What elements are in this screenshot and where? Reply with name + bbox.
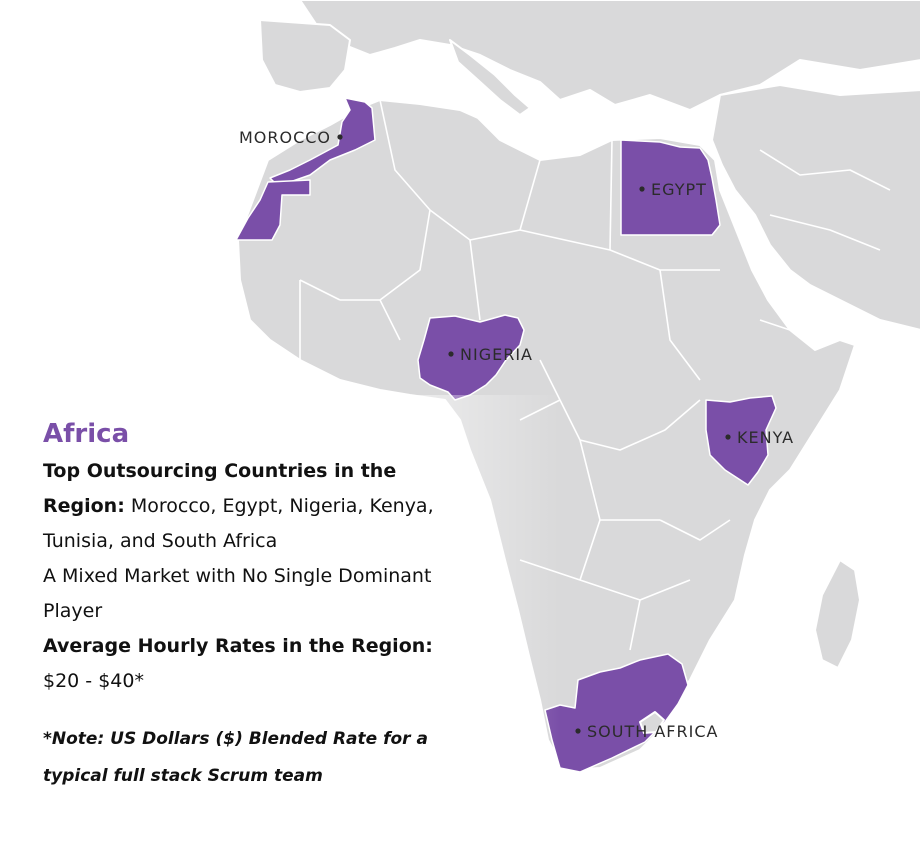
label-text-morocco: MOROCCO — [239, 128, 331, 147]
middle-east-landmass — [711, 84, 921, 331]
arabia-border — [759, 149, 891, 251]
marker-dot-kenya — [725, 434, 731, 440]
lesotho-shape — [639, 711, 665, 734]
region-title: Africa — [43, 419, 130, 449]
nigeria-shape — [417, 314, 525, 401]
label-text-south-africa: SOUTH AFRICA — [587, 722, 718, 741]
top-countries-label: Top Outsourcing Countries in the Region: — [43, 460, 397, 517]
iberia-landmass — [259, 19, 351, 93]
region-info-panel: Africa Top Outsourcing Countries in the … — [43, 414, 483, 795]
marker-dot-nigeria — [448, 351, 454, 357]
label-egypt: EGYPT — [639, 180, 707, 199]
rate-note: *Note: US Dollars ($) Blended Rate for a… — [43, 729, 428, 786]
europe-landmass — [299, 0, 921, 111]
south-africa-shape — [544, 653, 689, 773]
marker-dot-egypt — [639, 186, 645, 192]
label-south-africa: SOUTH AFRICA — [575, 722, 718, 741]
label-morocco: MOROCCO — [239, 128, 343, 147]
rates-value: $20 - $40* — [43, 670, 144, 692]
label-text-nigeria: NIGERIA — [460, 345, 533, 364]
label-text-kenya: KENYA — [737, 428, 794, 447]
marker-dot-morocco — [337, 134, 343, 140]
western-sahara-shape — [235, 179, 311, 241]
madagascar-landmass — [814, 559, 861, 669]
italy-landmass — [449, 39, 531, 116]
kenya-shape — [705, 395, 777, 486]
egypt-shape — [620, 139, 721, 236]
label-text-egypt: EGYPT — [651, 180, 707, 199]
market-description: A Mixed Market with No Single Dominant P… — [43, 565, 432, 622]
label-nigeria: NIGERIA — [448, 345, 533, 364]
rates-label: Average Hourly Rates in the Region: — [43, 635, 433, 657]
text-panel-fade — [0, 395, 560, 852]
marker-dot-south-africa — [575, 728, 581, 734]
top-countries-value: Morocco, Egypt, Nigeria, Kenya, Tunisia,… — [43, 495, 434, 552]
label-kenya: KENYA — [725, 428, 794, 447]
top-countries-line: Top Outsourcing Countries in the Region:… — [43, 454, 483, 559]
morocco-shape — [269, 97, 376, 189]
